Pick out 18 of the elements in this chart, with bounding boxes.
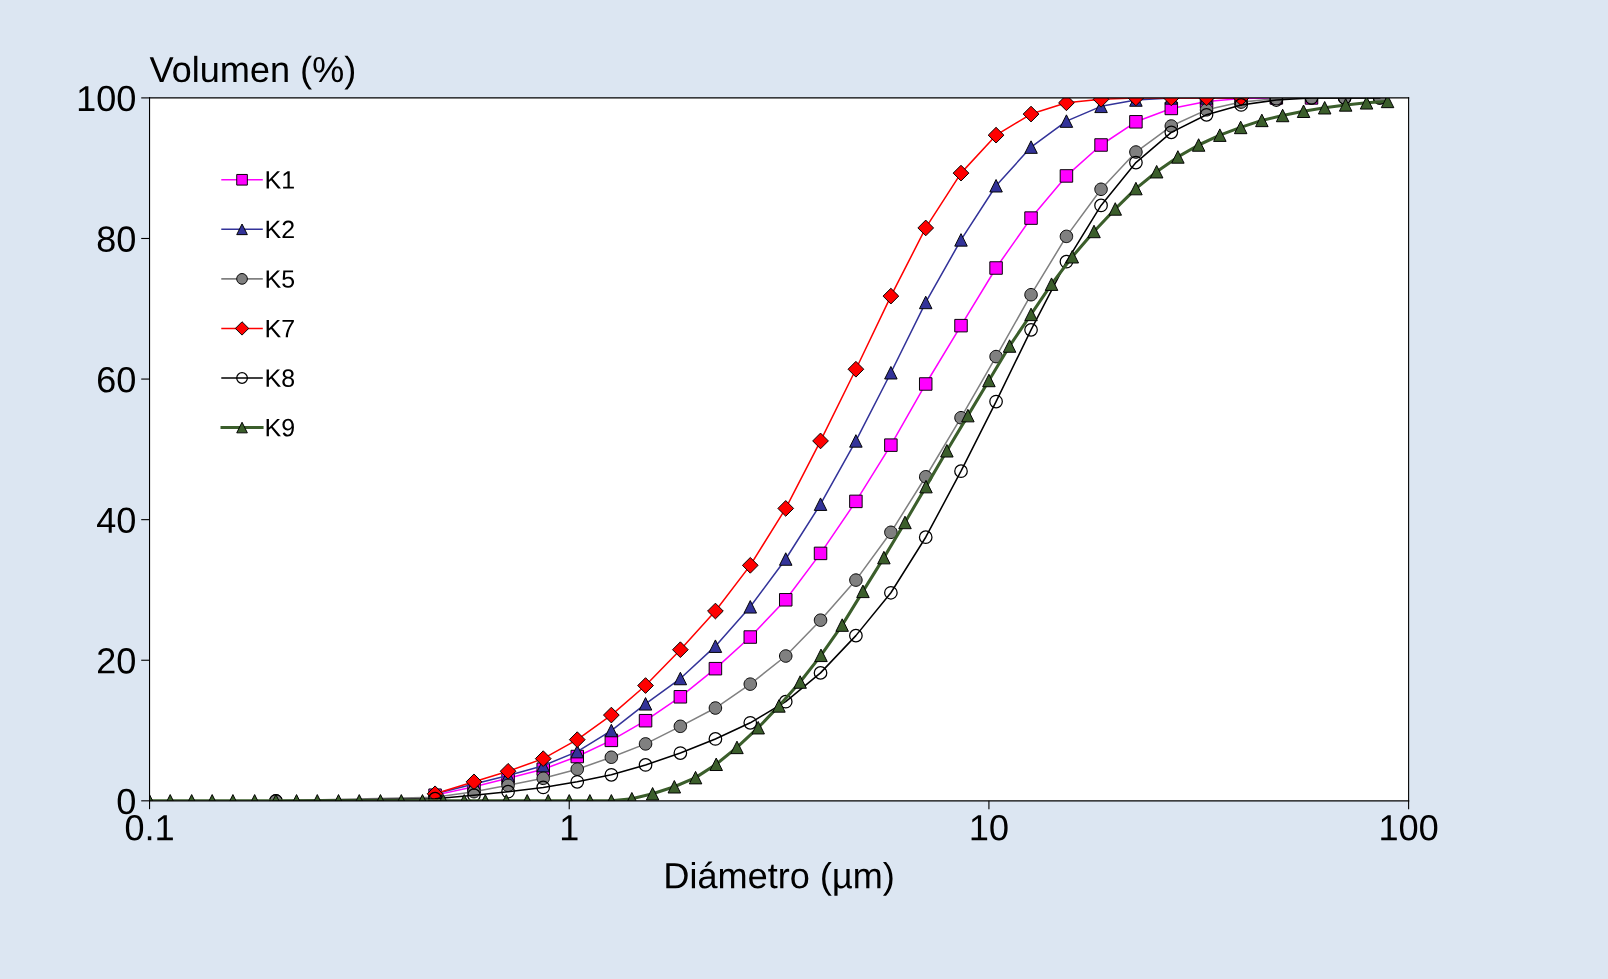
y-tick-label: 80 — [97, 226, 135, 252]
legend-label: K2 — [266, 220, 294, 239]
x-axis-title: Diámetro (µm) — [666, 861, 893, 896]
x-tick-label: 1 — [561, 815, 578, 841]
legend-label: K5 — [266, 270, 295, 288]
x-tick-label: 10 — [971, 814, 1008, 841]
y-tick-label: 60 — [98, 366, 135, 393]
y-tick-label: 0 — [117, 788, 135, 815]
x-tick-label: 100 — [1381, 814, 1438, 841]
y-tick-label: 20 — [98, 648, 135, 674]
y-axis-title: Volumen (%) — [149, 55, 355, 90]
legend-label: K1 — [266, 171, 294, 189]
y-tick-label: 40 — [97, 507, 135, 534]
legend-label: K9 — [266, 418, 294, 437]
x-tick-label: 0.1 — [125, 814, 173, 841]
legend-label: K8 — [266, 369, 295, 387]
y-tick-label: 100 — [78, 85, 135, 112]
legend-label: K7 — [266, 319, 294, 338]
